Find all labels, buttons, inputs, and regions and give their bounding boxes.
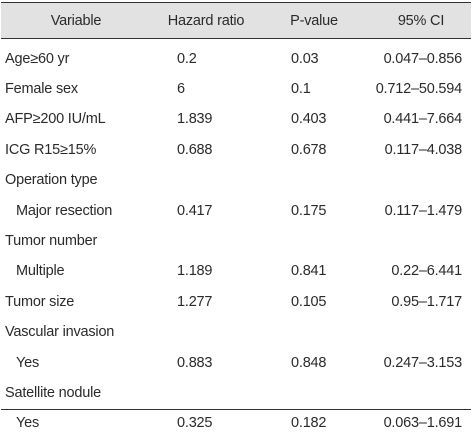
hazard-ratio-cell: 0.325	[177, 415, 213, 432]
p-value-cell: 0.175	[291, 202, 327, 219]
p-value-cell: 0.105	[291, 293, 327, 310]
hazard-ratio-cell: 0.417	[177, 202, 213, 219]
header-p-value: P-value	[290, 12, 338, 29]
variable-cell: Tumor size	[5, 293, 75, 310]
ci-cell: 0.063–1.691	[383, 415, 463, 432]
hazard-ratio-cell: 1.189	[177, 263, 213, 280]
ci-cell: 0.95–1.717	[391, 293, 462, 310]
variable-cell: Age≥60 yr	[5, 50, 70, 67]
variable-cell: Major resection	[16, 202, 113, 219]
ci-cell	[356, 165, 462, 196]
hazard-ratio-cell	[177, 377, 257, 408]
p-value-cell: 0.1	[291, 80, 311, 97]
hazard-ratio-cell: 1.277	[177, 293, 213, 310]
table-row: Female sex 6 0.1 0.712–50.594	[1, 73, 471, 104]
table-header-row: Variable Hazard ratio P-value 95% CI	[1, 3, 471, 39]
variable-cell: Tumor number	[5, 232, 98, 249]
hazard-ratio-cell	[177, 317, 257, 348]
header-hazard-ratio: Hazard ratio	[167, 12, 245, 29]
table-row: ICG R15≥15% 0.688 0.678 0.117–4.038	[1, 134, 471, 165]
table-row: Age≥60 yr 0.2 0.03 0.047–0.856	[1, 43, 471, 74]
variable-cell: Female sex	[5, 80, 78, 97]
variable-cell: AFP≥200 IU/mL	[5, 111, 106, 128]
p-value-cell: 0.403	[291, 111, 327, 128]
p-value-cell: 0.841	[291, 263, 327, 280]
variable-cell: Vascular invasion	[5, 324, 115, 341]
variable-cell: Operation type	[5, 172, 98, 189]
table-row: Satellite nodule	[1, 377, 471, 408]
table-row: Yes 0.325 0.182 0.063–1.691	[1, 408, 471, 439]
ci-cell: 0.441–7.664	[383, 111, 463, 128]
hazard-ratio-cell	[177, 225, 257, 256]
table-row: Yes 0.883 0.848 0.247–3.153	[1, 347, 471, 378]
ci-cell: 0.117–4.038	[384, 141, 463, 158]
ci-cell: 0.22–6.441	[391, 263, 462, 280]
hazard-ratio-cell	[177, 165, 257, 196]
variable-cell: Yes	[16, 415, 40, 432]
ci-cell: 0.117–1.479	[384, 202, 463, 219]
table-row: Tumor number	[1, 225, 471, 256]
table-row: Multiple 1.189 0.841 0.22–6.441	[1, 256, 471, 287]
table-row: AFP≥200 IU/mL 1.839 0.403 0.441–7.664	[1, 104, 471, 135]
ci-cell: 0.247–3.153	[383, 354, 463, 371]
table-row: Tumor size 1.277 0.105 0.95–1.717	[1, 286, 471, 317]
hazard-ratio-table: Variable Hazard ratio P-value 95% CI Age…	[1, 2, 471, 431]
header-ci: 95% CI	[397, 12, 445, 29]
variable-cell: Yes	[16, 354, 40, 371]
variable-cell: Satellite nodule	[5, 384, 101, 401]
hazard-ratio-cell: 1.839	[177, 111, 213, 128]
table-row: Vascular invasion	[1, 317, 471, 348]
hazard-ratio-cell: 0.688	[177, 141, 213, 158]
ci-cell: 0.047–0.856	[383, 50, 463, 67]
hazard-ratio-cell: 0.883	[177, 354, 213, 371]
table-row: Major resection 0.417 0.175 0.117–1.479	[1, 195, 471, 226]
p-value-cell: 0.678	[291, 141, 327, 158]
p-value-cell: 0.03	[291, 50, 319, 67]
table-row: Operation type	[1, 165, 471, 196]
variable-cell: ICG R15≥15%	[5, 141, 97, 158]
ci-cell	[356, 225, 462, 256]
hazard-ratio-cell: 0.2	[177, 50, 197, 67]
ci-cell: 0.712–50.594	[375, 80, 463, 97]
header-variable: Variable	[50, 12, 102, 29]
hazard-ratio-cell: 6	[177, 80, 185, 97]
variable-cell: Multiple	[16, 263, 65, 280]
p-value-cell: 0.848	[291, 354, 327, 371]
ci-cell	[356, 317, 462, 348]
ci-cell	[356, 377, 462, 408]
